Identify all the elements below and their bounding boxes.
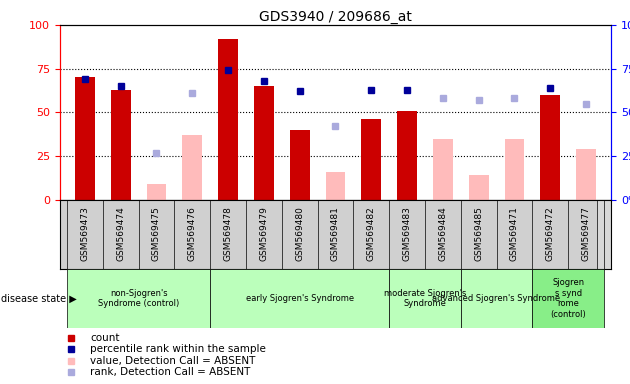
Text: GSM569474: GSM569474 bbox=[116, 207, 125, 262]
Text: GSM569479: GSM569479 bbox=[260, 207, 268, 262]
Bar bbox=[505, 139, 524, 200]
Bar bbox=[389, 269, 461, 328]
Bar bbox=[362, 119, 381, 200]
Bar bbox=[469, 175, 488, 200]
Text: GSM569482: GSM569482 bbox=[367, 207, 375, 262]
Bar bbox=[147, 184, 166, 200]
Text: GSM569480: GSM569480 bbox=[295, 207, 304, 262]
Bar bbox=[218, 39, 238, 200]
Text: percentile rank within the sample: percentile rank within the sample bbox=[90, 344, 266, 354]
Text: GSM569471: GSM569471 bbox=[510, 207, 519, 262]
Bar bbox=[461, 269, 532, 328]
Bar bbox=[532, 269, 604, 328]
Bar bbox=[183, 135, 202, 200]
Bar bbox=[433, 139, 453, 200]
Text: GSM569473: GSM569473 bbox=[81, 207, 89, 262]
Bar bbox=[210, 269, 389, 328]
Text: non-Sjogren's
Syndrome (control): non-Sjogren's Syndrome (control) bbox=[98, 289, 179, 308]
Bar bbox=[398, 111, 417, 200]
Bar bbox=[111, 89, 130, 200]
Text: disease state ▶: disease state ▶ bbox=[1, 293, 77, 304]
Text: GSM569481: GSM569481 bbox=[331, 207, 340, 262]
Text: GSM569472: GSM569472 bbox=[546, 207, 555, 262]
Bar bbox=[541, 95, 560, 200]
Text: GSM569477: GSM569477 bbox=[581, 207, 590, 262]
Bar bbox=[326, 172, 345, 200]
Text: early Sjogren's Syndrome: early Sjogren's Syndrome bbox=[246, 294, 353, 303]
Bar bbox=[75, 78, 94, 200]
Text: value, Detection Call = ABSENT: value, Detection Call = ABSENT bbox=[90, 356, 256, 366]
Text: moderate Sjogren's
Syndrome: moderate Sjogren's Syndrome bbox=[384, 289, 466, 308]
Bar bbox=[254, 86, 273, 200]
Bar bbox=[67, 269, 210, 328]
Text: Sjogren
s synd
rome
(control): Sjogren s synd rome (control) bbox=[550, 278, 586, 319]
Bar bbox=[576, 149, 596, 200]
Text: count: count bbox=[90, 333, 120, 343]
Title: GDS3940 / 209686_at: GDS3940 / 209686_at bbox=[259, 10, 412, 24]
Text: rank, Detection Call = ABSENT: rank, Detection Call = ABSENT bbox=[90, 367, 251, 377]
Text: GSM569484: GSM569484 bbox=[438, 207, 447, 262]
Text: GSM569485: GSM569485 bbox=[474, 207, 483, 262]
Bar bbox=[290, 130, 309, 200]
Text: GSM569476: GSM569476 bbox=[188, 207, 197, 262]
Text: GSM569475: GSM569475 bbox=[152, 207, 161, 262]
Text: advanced Sjogren's Syndrome: advanced Sjogren's Syndrome bbox=[432, 294, 561, 303]
Text: GSM569483: GSM569483 bbox=[403, 207, 411, 262]
Text: GSM569478: GSM569478 bbox=[224, 207, 232, 262]
